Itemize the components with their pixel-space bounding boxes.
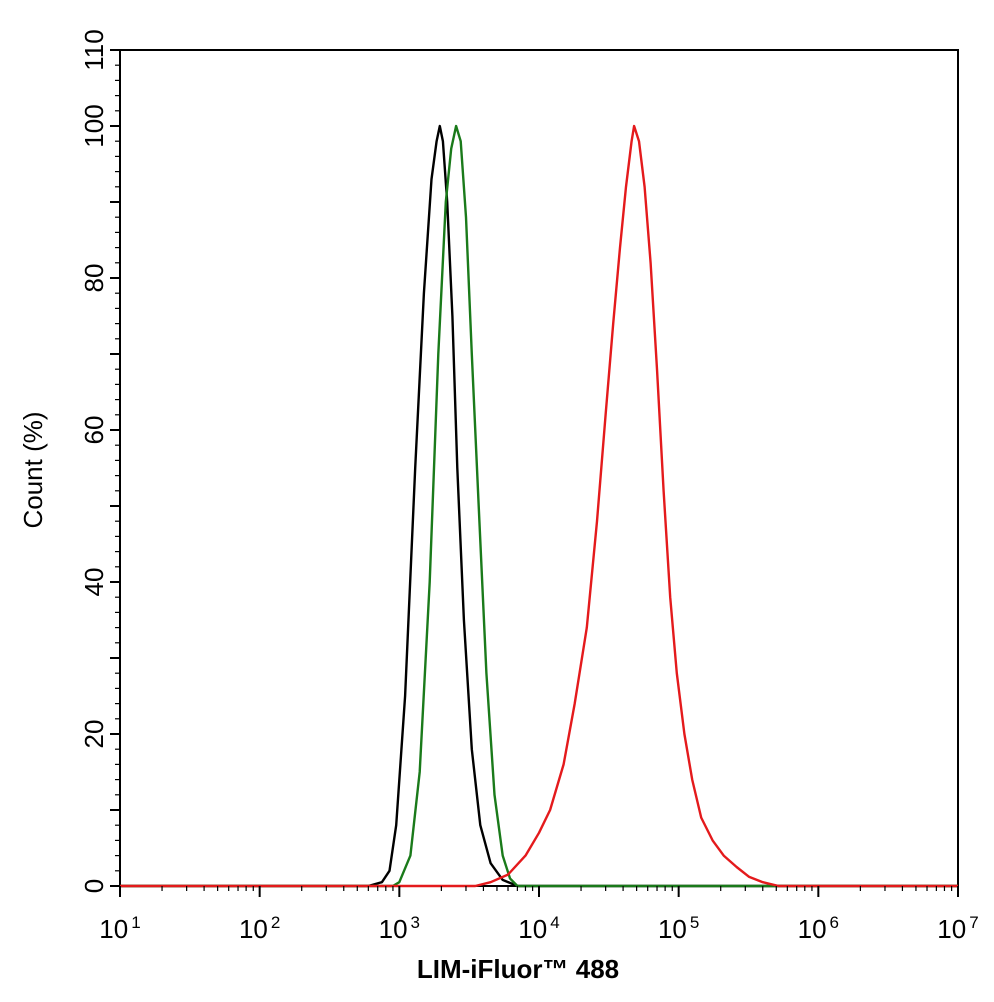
x-tick-label: 10 4 [518,913,559,944]
x-tick-label: 10 3 [379,913,420,944]
y-tick-label: 20 [79,720,109,749]
series-line-2 [120,124,958,888]
x-tick-label: 10 2 [239,913,280,944]
y-axis-title: Count (%) [18,411,48,528]
plot-frame [119,49,959,887]
y-tick-label: 40 [79,568,109,597]
x-axis-title: LIM-iFluor™ 488 [417,954,619,984]
y-tick-label: 0 [79,879,109,893]
y-tick-label: 60 [79,416,109,445]
series-line-1 [120,124,958,888]
y-tick-label: 110 [79,29,109,70]
x-tick-label: 10 7 [937,913,978,944]
y-tick-label: 100 [79,104,109,147]
y-tick-label: 80 [79,264,109,293]
x-tick-label: 10 5 [658,913,699,944]
x-tick-label: 10 1 [99,913,140,944]
series-line-3 [120,124,958,888]
x-tick-label: 10 6 [798,913,839,944]
